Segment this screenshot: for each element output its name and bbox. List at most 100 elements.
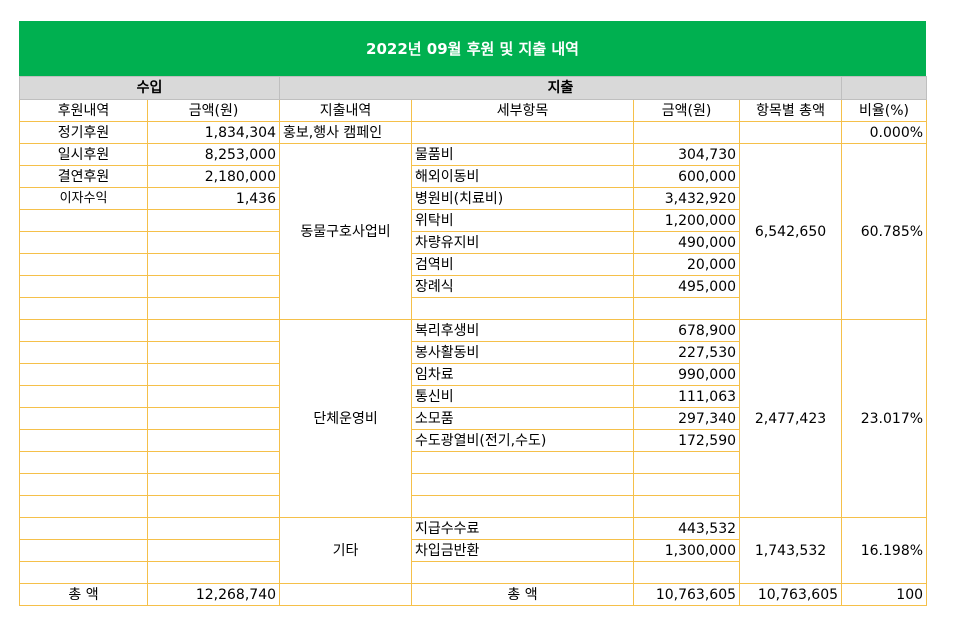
income-amount-empty: [146, 385, 281, 408]
detail-item-label: 복리후생비: [411, 319, 635, 342]
income-label-empty: [19, 385, 148, 408]
table-row: 검역비 20,000: [19, 253, 927, 276]
table-row: 차입금반환 1,300,000: [19, 539, 927, 562]
income-label-empty: [19, 253, 148, 276]
detail-item-label: 소모품: [411, 407, 635, 430]
detail-item-amount: 227,530: [633, 341, 741, 364]
section-header-row: 수입 지출: [18, 76, 928, 100]
table-row: 임차료 990,000: [19, 363, 927, 386]
detail-item-label: 차입금반환: [411, 539, 635, 562]
detail-item-amount: 443,532: [633, 517, 741, 540]
col-expense-item: 지출내역: [279, 99, 413, 122]
income-amount-empty: [146, 275, 281, 298]
table-row: 소모품 297,340: [19, 407, 927, 430]
income-label: 정기후원: [19, 121, 148, 144]
detail-amount-empty: [633, 121, 741, 144]
detail-item-label: 봉사활동비: [411, 341, 635, 364]
col-ratio: 비율(%): [841, 99, 928, 122]
ratio-total: 100: [841, 583, 928, 606]
income-amount: 8,253,000: [146, 143, 281, 166]
detail-item-label: 지급수수료: [411, 517, 635, 540]
income-amount: 2,180,000: [146, 165, 281, 188]
group-total: 1,743,532: [739, 517, 843, 584]
income-amount-empty: [146, 341, 281, 364]
income-label-empty: [19, 451, 148, 474]
detail-item-empty: [411, 473, 635, 496]
income-total: 12,268,740: [146, 583, 281, 606]
income-amount-empty: [146, 231, 281, 254]
detail-item-empty: [411, 121, 635, 144]
income-amount-empty: [146, 561, 281, 584]
detail-item-amount: 172,590: [633, 429, 741, 452]
income-label-empty: [19, 209, 148, 232]
income-label-empty: [19, 407, 148, 430]
income-label-empty: [19, 517, 148, 540]
detail-amount-empty: [633, 451, 741, 474]
income-label-empty: [19, 429, 148, 452]
income-amount-empty: [146, 297, 281, 320]
report-title-text: 2022년 09월 후원 및 지출 내역: [366, 40, 579, 58]
detail-item-amount: 3,432,920: [633, 187, 741, 210]
income-label-empty: [19, 363, 148, 386]
detail-item-amount: 111,063: [633, 385, 741, 408]
detail-item-label: 위탁비: [411, 209, 635, 232]
detail-item-amount: 20,000: [633, 253, 741, 276]
group-total: 6,542,650: [739, 143, 843, 320]
detail-item-empty: [411, 561, 635, 584]
income-label-empty: [19, 473, 148, 496]
income-label-empty: [19, 341, 148, 364]
detail-item-empty: [411, 495, 635, 518]
income-amount-empty: [146, 363, 281, 386]
income-amount-empty: [146, 451, 281, 474]
detail-item-label: 물품비: [411, 143, 635, 166]
income-amount: 1,834,304: [146, 121, 281, 144]
detail-item-empty: [411, 451, 635, 474]
expense-section-header: 지출: [279, 76, 843, 100]
col-category-total: 항목별 총액: [739, 99, 843, 122]
income-total-label: 총 액: [19, 583, 148, 606]
totals-row: 총 액 12,268,740 총 액 10,763,605 10,763,605 100: [19, 583, 928, 606]
income-label-empty: [19, 297, 148, 320]
income-label: 결연후원: [19, 165, 148, 188]
detail-item-amount: 495,000: [633, 275, 741, 298]
detail-item-label: 차량유지비: [411, 231, 635, 254]
detail-item-label: 장례식: [411, 275, 635, 298]
income-label-empty: [19, 319, 148, 342]
detail-item-empty: [411, 297, 635, 320]
detail-item-amount: 1,200,000: [633, 209, 741, 232]
col-income-amount: 금액(원): [146, 99, 281, 122]
income-section-header: 수입: [18, 76, 281, 100]
table-row: 봉사활동비 227,530: [19, 341, 927, 364]
detail-item-amount: 678,900: [633, 319, 741, 342]
table-row: 위탁비 1,200,000: [19, 209, 927, 232]
table-row: 차량유지비 490,000: [19, 231, 927, 254]
table-row: 수도광열비(전기,수도) 172,590: [19, 429, 927, 452]
detail-amount-empty: [633, 297, 741, 320]
expense-total: 10,763,605: [633, 583, 741, 606]
income-label-empty: [19, 231, 148, 254]
expense-total-label: 총 액: [411, 583, 635, 606]
table-row: 일시후원 8,253,000 동물구호사업비 물품비 304,730 6,542,650 6…: [19, 143, 928, 320]
detail-item-label: 병원비(치료비): [411, 187, 635, 210]
report-title: 2022년 09월 후원 및 지출 내역: [19, 21, 926, 76]
table-row: [19, 473, 927, 496]
group-ratio: 60.785%: [841, 143, 928, 320]
group-ratio: 0.000%: [841, 121, 928, 144]
income-label: 일시후원: [19, 143, 148, 166]
col-detail-item: 세부항목: [411, 99, 635, 122]
detail-amount-empty: [633, 473, 741, 496]
income-label-empty: [19, 495, 148, 518]
income-amount-empty: [146, 319, 281, 342]
detail-item-amount: 600,000: [633, 165, 741, 188]
income-amount-empty: [146, 429, 281, 452]
table-row: [19, 495, 927, 518]
income-amount-empty: [146, 253, 281, 276]
table-row: [19, 561, 927, 584]
group-total: [739, 121, 843, 144]
category-total-sum: 10,763,605: [739, 583, 843, 606]
detail-item-label: 임차료: [411, 363, 635, 386]
detail-item-label: 검역비: [411, 253, 635, 276]
detail-item-amount: 990,000: [633, 363, 741, 386]
income-amount-empty: [146, 539, 281, 562]
detail-amount-empty: [633, 495, 741, 518]
